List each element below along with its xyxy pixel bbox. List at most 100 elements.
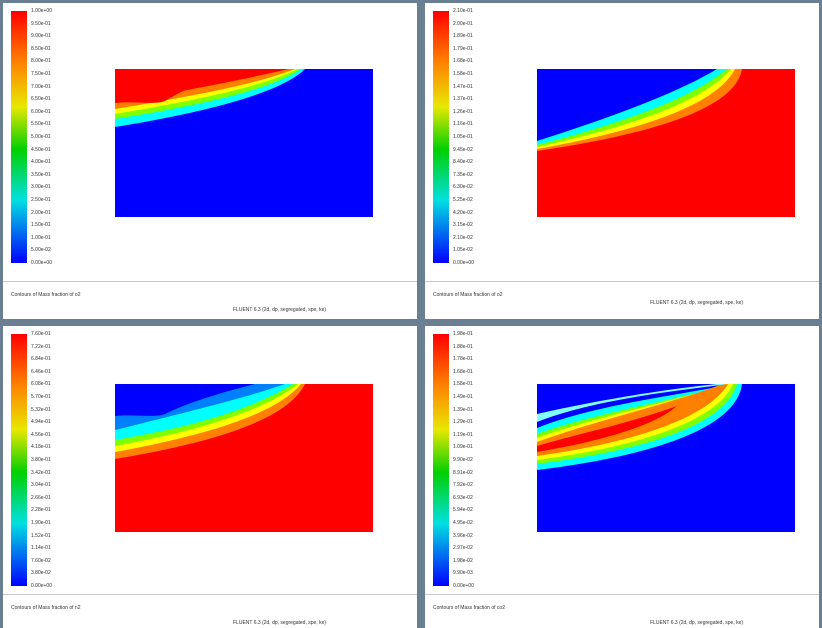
colorbar	[433, 11, 449, 263]
plot-title: Contours of Mass fraction of o2	[433, 292, 503, 298]
legend-label: 3.80e-01	[31, 457, 51, 463]
legend-label: 0.00e+00	[31, 583, 52, 589]
legend-label: 5.32e-01	[31, 406, 51, 413]
legend-label: 0.00e+00	[453, 260, 474, 266]
legend-label: 5.00e-01	[31, 134, 51, 140]
legend-label: 9.45e-02	[453, 146, 473, 153]
legend-label: 4.56e-01	[31, 431, 51, 438]
plot-title: Contours of Mass fraction of o2	[11, 292, 81, 298]
legend-label: 7.50e-01	[31, 71, 51, 77]
legend-label: 5.00e-02	[31, 247, 51, 254]
legend-label: 2.00e-01	[453, 20, 473, 27]
legend-label: 0.00e+00	[453, 583, 474, 589]
legend-label: 2.00e-01	[31, 209, 51, 216]
solver-info: FLUENT 6.3 (2d, dp, segregated, spe, ke)	[650, 300, 744, 306]
plot-title: Contours of Mass fraction of co2	[433, 605, 505, 611]
legend-label: 2.97e-02	[453, 545, 473, 552]
color-legend: 1.00e+00 9.50e-01 9.00e-01 8.50e-01 8.00e-01…	[11, 9, 52, 268]
legend-label: 6.46e-01	[31, 368, 51, 375]
legend-label: 1.19e-01	[453, 431, 473, 438]
legend-label: 3.80e-02	[31, 570, 51, 577]
legend-label: 5.94e-02	[453, 507, 473, 514]
contour-panel-n2[interactable]: 7.60e-01 7.22e-01 6.84e-01 6.46e-01 6.08e-01…	[3, 326, 417, 628]
legend-label: 7.35e-02	[453, 171, 473, 178]
legend-label: 1.78e-01	[453, 356, 473, 363]
legend-label: 3.15e-02	[453, 222, 473, 229]
solver-info: FLUENT 6.3 (2d, dp, segregated, spe, ke)	[233, 307, 327, 313]
legend-label: 1.90e-01	[31, 520, 51, 526]
plot-title: Contours of Mass fraction of n2	[11, 605, 81, 611]
legend-label: 9.90e-02	[453, 457, 473, 463]
legend-label: 1.98e-02	[453, 557, 473, 564]
legend-label: 4.20e-02	[453, 209, 473, 216]
color-legend: 7.60e-01 7.22e-01 6.84e-01 6.46e-01 6.08e-01…	[11, 332, 52, 591]
legend-label: 1.50e-01	[31, 222, 51, 229]
legend-label: 8.40e-02	[453, 159, 473, 166]
legend-label: 1.88e-01	[453, 343, 473, 350]
legend-label: 7.60e-02	[31, 557, 51, 564]
legend-label: 5.70e-01	[31, 394, 51, 400]
legend-label: 1.58e-01	[453, 71, 473, 77]
solver-info: FLUENT 6.3 (2d, dp, segregated, spe, ke)	[650, 620, 744, 626]
color-legend: 1.98e-01 1.88e-01 1.78e-01 1.68e-01 1.58e-01…	[433, 332, 474, 591]
legend-label: 3.42e-01	[31, 469, 51, 476]
legend-label: 7.00e-01	[31, 83, 51, 90]
legend-label: 1.98e-01	[453, 331, 473, 337]
legend-label: 1.00e+00	[31, 8, 52, 14]
legend-label: 3.96e-02	[453, 532, 473, 539]
divider	[425, 594, 819, 595]
legend-label: 1.68e-01	[453, 368, 473, 375]
legend-label: 2.66e-01	[31, 494, 51, 501]
legend-label: 6.08e-01	[31, 381, 51, 388]
legend-label: 3.04e-01	[31, 482, 51, 489]
legend-label: 4.00e-01	[31, 159, 51, 166]
legend-label: 1.09e-01	[453, 444, 473, 451]
legend-label: 6.30e-02	[453, 184, 473, 191]
contour-panel-o2[interactable]: 2.10e-01 2.00e-01 1.89e-01 1.79e-01 1.68e-01…	[425, 3, 819, 319]
legend-label: 4.94e-01	[31, 419, 51, 426]
legend-label: 5.25e-02	[453, 197, 473, 203]
divider	[3, 594, 417, 595]
contour-panel-co2[interactable]: 1.98e-01 1.88e-01 1.78e-01 1.68e-01 1.58e-01…	[425, 326, 819, 628]
contour-plot	[115, 69, 373, 217]
legend-label: 9.50e-01	[31, 20, 51, 27]
legend-label: 5.50e-01	[31, 121, 51, 128]
legend-label: 1.14e-01	[31, 545, 51, 552]
legend-label: 8.00e-01	[31, 58, 51, 65]
legend-label: 1.39e-01	[453, 406, 473, 413]
legend-label: 1.05e-01	[453, 134, 473, 140]
colorbar	[433, 334, 449, 586]
legend-label: 1.05e-02	[453, 247, 473, 254]
legend-label: 9.00e-01	[31, 33, 51, 40]
legend-label: 1.37e-01	[453, 96, 473, 103]
color-legend: 2.10e-01 2.00e-01 1.89e-01 1.79e-01 1.68e-01…	[433, 9, 474, 268]
solver-info: FLUENT 6.3 (2d, dp, segregated, spe, ke)	[233, 620, 327, 626]
legend-label: 8.50e-01	[31, 45, 51, 52]
legend-label: 1.47e-01	[453, 83, 473, 90]
legend-label: 0.00e+00	[31, 260, 52, 266]
colorbar	[11, 11, 27, 263]
legend-label: 4.50e-01	[31, 146, 51, 153]
legend-label: 2.10e-01	[453, 8, 473, 14]
contour-panel-fuel[interactable]: 1.00e+00 9.50e-01 9.00e-01 8.50e-01 8.00e-01…	[3, 3, 417, 319]
legend-label: 1.29e-01	[453, 419, 473, 426]
legend-label: 7.22e-01	[31, 343, 51, 350]
legend-label: 6.84e-01	[31, 356, 51, 363]
legend-label: 1.49e-01	[453, 394, 473, 400]
legend-label: 2.10e-02	[453, 234, 473, 241]
legend-label: 7.92e-02	[453, 482, 473, 489]
legend-label: 7.60e-01	[31, 331, 51, 337]
legend-label: 4.95e-02	[453, 520, 473, 526]
legend-label: 1.68e-01	[453, 58, 473, 65]
divider	[425, 281, 819, 282]
legend-label: 2.50e-01	[31, 197, 51, 203]
contour-plot	[537, 384, 795, 532]
legend-label: 6.93e-02	[453, 494, 473, 501]
legend-label: 1.52e-01	[31, 532, 51, 539]
legend-label: 3.00e-01	[31, 184, 51, 191]
legend-label: 1.89e-01	[453, 33, 473, 40]
contour-plot	[115, 384, 373, 532]
legend-label: 6.50e-01	[31, 96, 51, 103]
legend-label: 8.91e-02	[453, 469, 473, 476]
colorbar	[11, 334, 27, 586]
